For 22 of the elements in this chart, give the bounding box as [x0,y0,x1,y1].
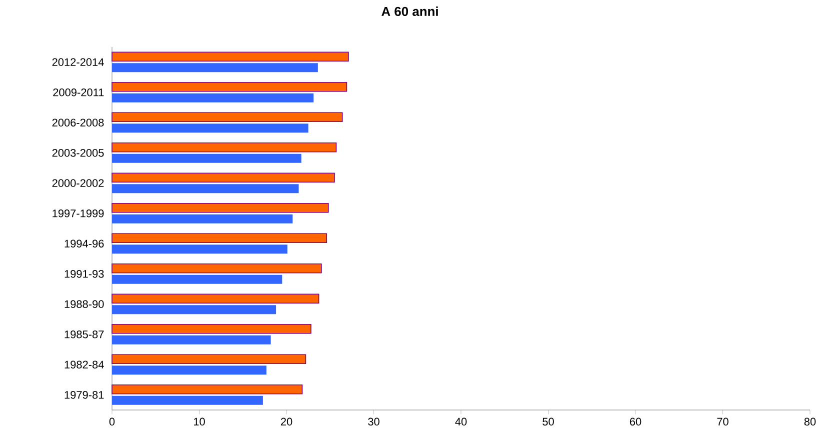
x-tick-label: 70 [717,418,728,426]
y-tick-label: 1994-96 [64,240,104,248]
chart-title: A 60 anni [382,6,438,16]
y-tick-label: 1991-93 [64,270,104,278]
y-tick-label: 2003-2005 [52,149,104,157]
y-tick-label: 2006-2008 [52,118,104,127]
x-tick-label: 10 [194,418,205,426]
x-tick-label: 20 [280,418,292,426]
y-tick-label: 1997-1999 [52,210,104,218]
y-tick-label: 1985-87 [64,330,104,338]
y-tick-label: 2000-2002 [52,179,104,188]
y-tick-label: 1979-81 [64,391,104,399]
y-tick-label: 2012-2014 [52,58,104,66]
y-tick-label: 2009-2011 [53,88,104,96]
x-tick-label: 0 [109,418,115,426]
x-tick-label: 40 [455,418,467,426]
x-tick-label: 50 [542,418,554,426]
y-tick-label: 1982-84 [64,360,104,369]
x-tick-label: 30 [368,418,380,426]
y-tick-label: 1988-90 [64,300,104,308]
x-tick-label: 60 [630,418,642,426]
x-tick-label: 80 [804,418,816,426]
